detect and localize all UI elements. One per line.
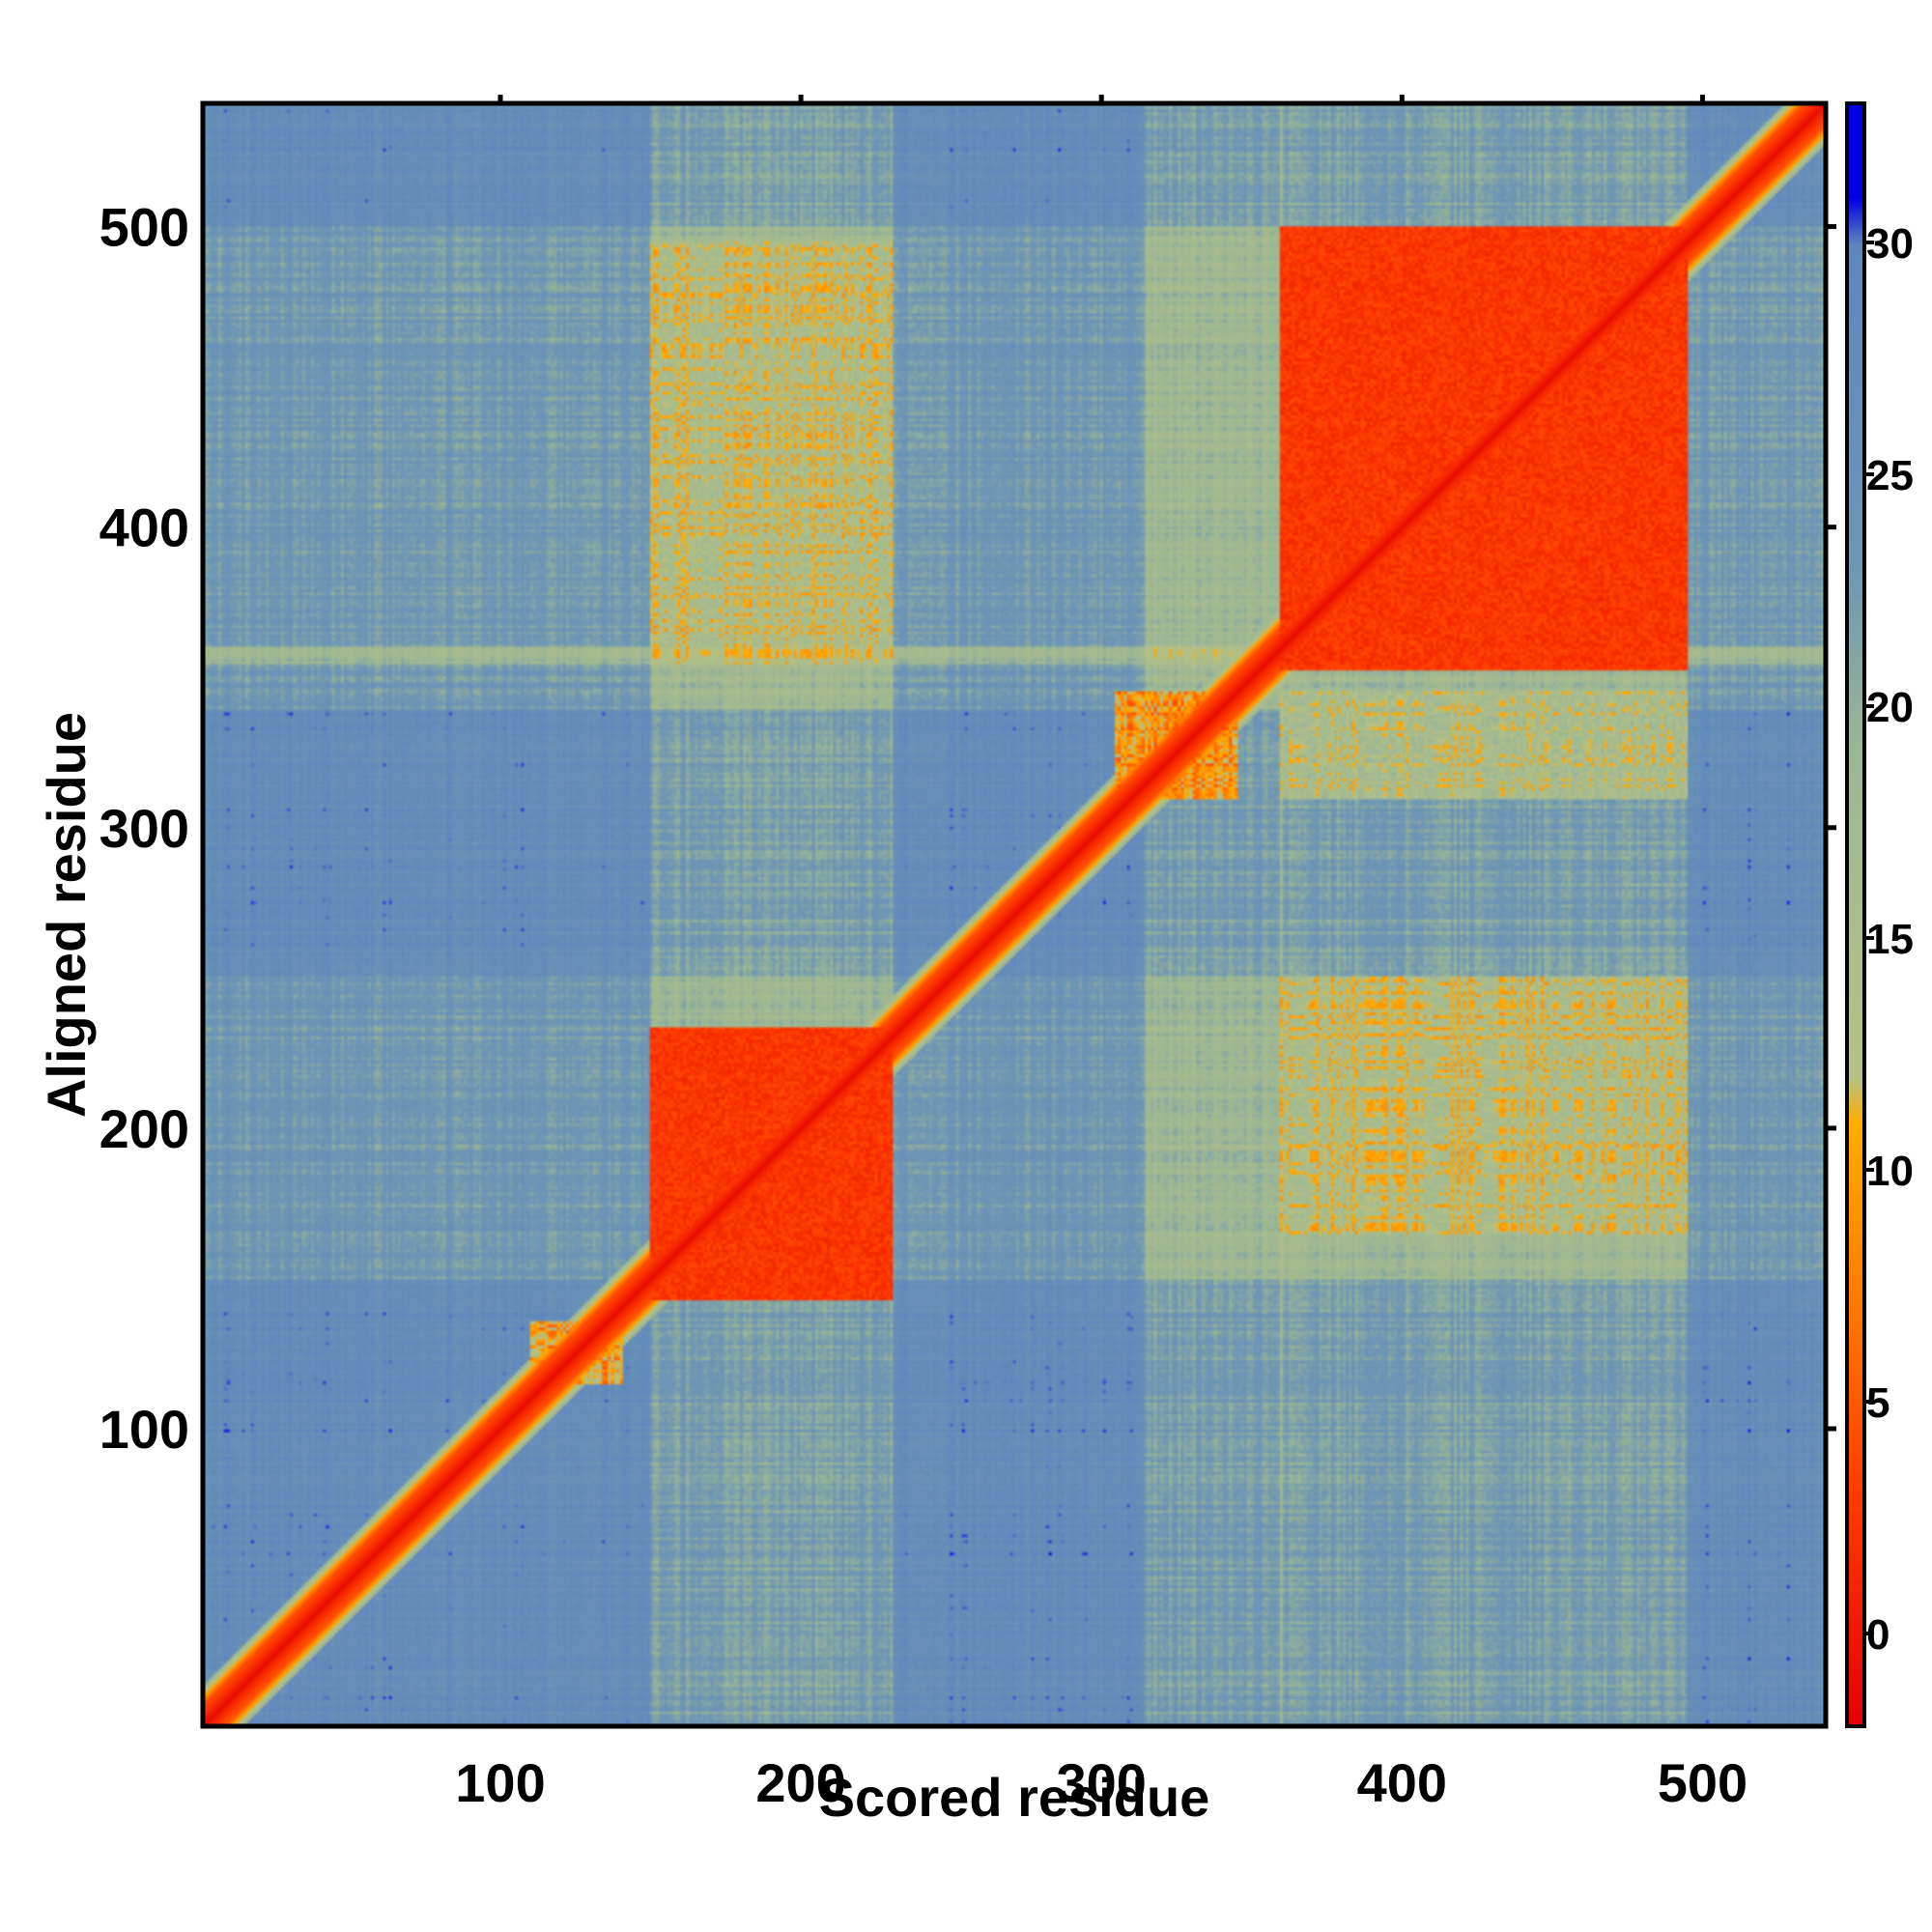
y-tick-label: 300 <box>99 798 189 859</box>
y-tick-label: 200 <box>99 1098 189 1159</box>
x-tick-label: 100 <box>455 1752 545 1813</box>
y-tick-label: 100 <box>99 1399 189 1460</box>
x-tick-label: 500 <box>1658 1752 1747 1813</box>
y-axis-title: Aligned residue <box>36 712 97 1118</box>
x-axis-title: Scored residue <box>819 1767 1210 1828</box>
y-tick-label: 500 <box>99 197 189 258</box>
y-axis-ticks: 100 200 300 400 500 <box>99 197 1836 1460</box>
colorbar-tick-label: 15 <box>1866 916 1914 963</box>
colorbar-tick-label: 10 <box>1866 1148 1914 1195</box>
x-axis-ticks: 100 200 300 400 500 <box>455 95 1747 1813</box>
colorbar-gradient <box>1847 103 1864 1726</box>
heatmap-cells <box>203 103 1826 1726</box>
plot-area <box>203 103 1826 1726</box>
colorbar-tick-label: 30 <box>1866 220 1914 268</box>
y-tick-label: 400 <box>99 497 189 558</box>
colorbar-tick-label: 25 <box>1866 452 1914 499</box>
colorbar-tick-label: 5 <box>1866 1379 1889 1427</box>
colorbar-frame <box>1845 101 1866 1728</box>
plot-frame <box>200 100 1829 1729</box>
colorbar: 0 5 10 15 20 25 30 <box>1845 101 1914 1728</box>
x-tick-label: 200 <box>755 1752 845 1813</box>
x-tick-label: 400 <box>1357 1752 1447 1813</box>
colorbar-tick-label: 0 <box>1866 1611 1889 1659</box>
colorbar-ticks: 0 5 10 15 20 25 30 <box>1864 220 1914 1659</box>
colorbar-tick-label: 20 <box>1866 684 1914 731</box>
x-tick-label: 300 <box>1057 1752 1147 1813</box>
